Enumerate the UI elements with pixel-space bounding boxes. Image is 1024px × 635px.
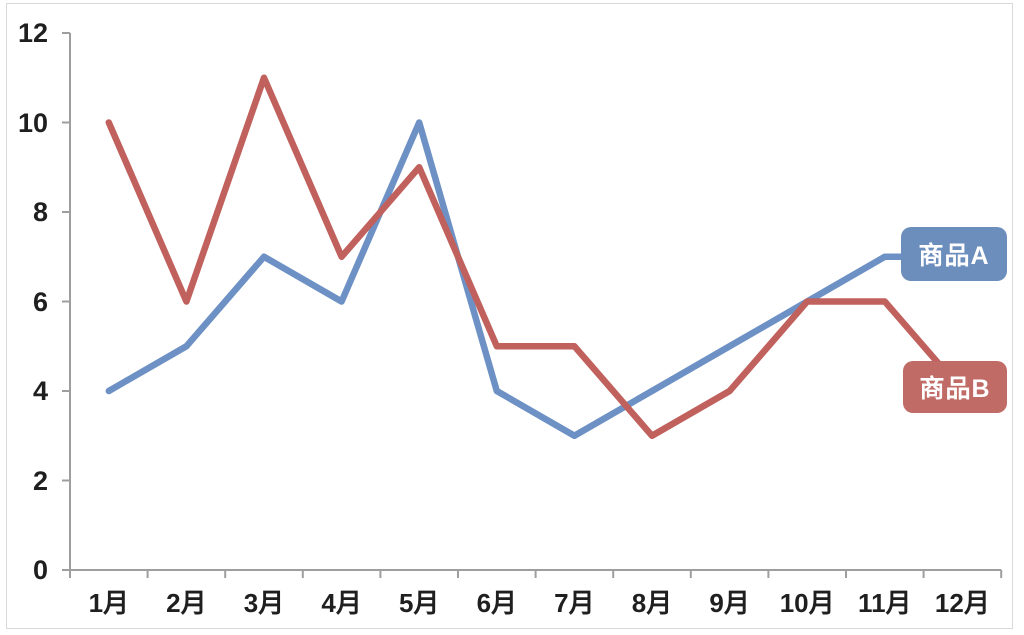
y-axis-label-10: 10 [17, 107, 48, 138]
x-axis-label-11: 11月 [858, 588, 912, 618]
x-axis-label-9: 9月 [709, 588, 750, 618]
series-label-product-b-text: 商品B [919, 375, 991, 403]
x-axis-label-3: 3月 [243, 588, 285, 618]
y-axis-label-4: 4 [32, 376, 48, 406]
x-axis-label-5: 5月 [398, 588, 440, 618]
series-label-product-b: 商品B [903, 361, 1007, 413]
y-axis-label-8: 8 [32, 197, 48, 227]
series-line-product-a [105, 119, 966, 439]
x-axis-label-2: 2月 [166, 588, 207, 618]
series-label-product-a-text: 商品A [918, 242, 990, 270]
x-axis-label-12: 12月 [934, 588, 990, 618]
y-axis-label-2: 2 [32, 465, 48, 496]
x-axis-label-4: 4月 [321, 588, 362, 618]
x-axis-label-10: 10月 [779, 588, 835, 618]
series-label-product-a: 商品A [901, 227, 1007, 281]
series-line-product-b [105, 74, 966, 439]
y-axis-label-12: 12 [17, 18, 48, 48]
x-axis-label-6: 6月 [476, 588, 518, 618]
y-axis-label-0: 0 [32, 555, 48, 585]
x-axis-label-8: 8月 [631, 588, 673, 618]
x-axis-label-7: 7月 [554, 588, 595, 618]
x-axis-label-1: 1月 [88, 588, 130, 618]
y-axis-label-6: 6 [32, 286, 48, 317]
